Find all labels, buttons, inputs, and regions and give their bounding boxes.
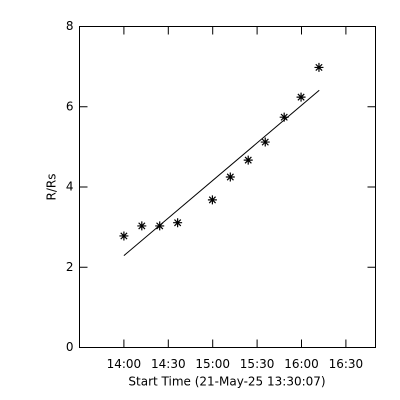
fit-line: [123, 89, 320, 256]
data-point: [260, 137, 270, 147]
y-axis-label: R/Rs: [45, 174, 59, 201]
data-point: [314, 62, 324, 72]
x-tick-label: 14:00: [107, 357, 142, 371]
data-point: [207, 195, 217, 205]
y-tick-label: 8: [66, 19, 74, 33]
x-tick-label: 15:00: [195, 357, 230, 371]
y-tick-label: 2: [66, 260, 74, 274]
y-tick-label: 6: [66, 99, 74, 113]
y-tick-label: 0: [66, 340, 74, 354]
data-point: [243, 155, 253, 165]
data-point: [279, 112, 289, 122]
data-point: [225, 172, 235, 182]
plot-frame: [79, 26, 376, 348]
data-point: [173, 218, 183, 228]
x-tick-label: 15:30: [240, 357, 275, 371]
x-tick-label: 16:00: [284, 357, 319, 371]
data-point: [119, 231, 129, 241]
x-tick-label: 14:30: [151, 357, 186, 371]
y-tick-label: 4: [66, 180, 74, 194]
data-point: [296, 92, 306, 102]
data-point: [137, 221, 147, 231]
x-tick-label: 16:30: [329, 357, 364, 371]
x-axis-label: Start Time (21-May-25 13:30:07): [128, 375, 325, 389]
